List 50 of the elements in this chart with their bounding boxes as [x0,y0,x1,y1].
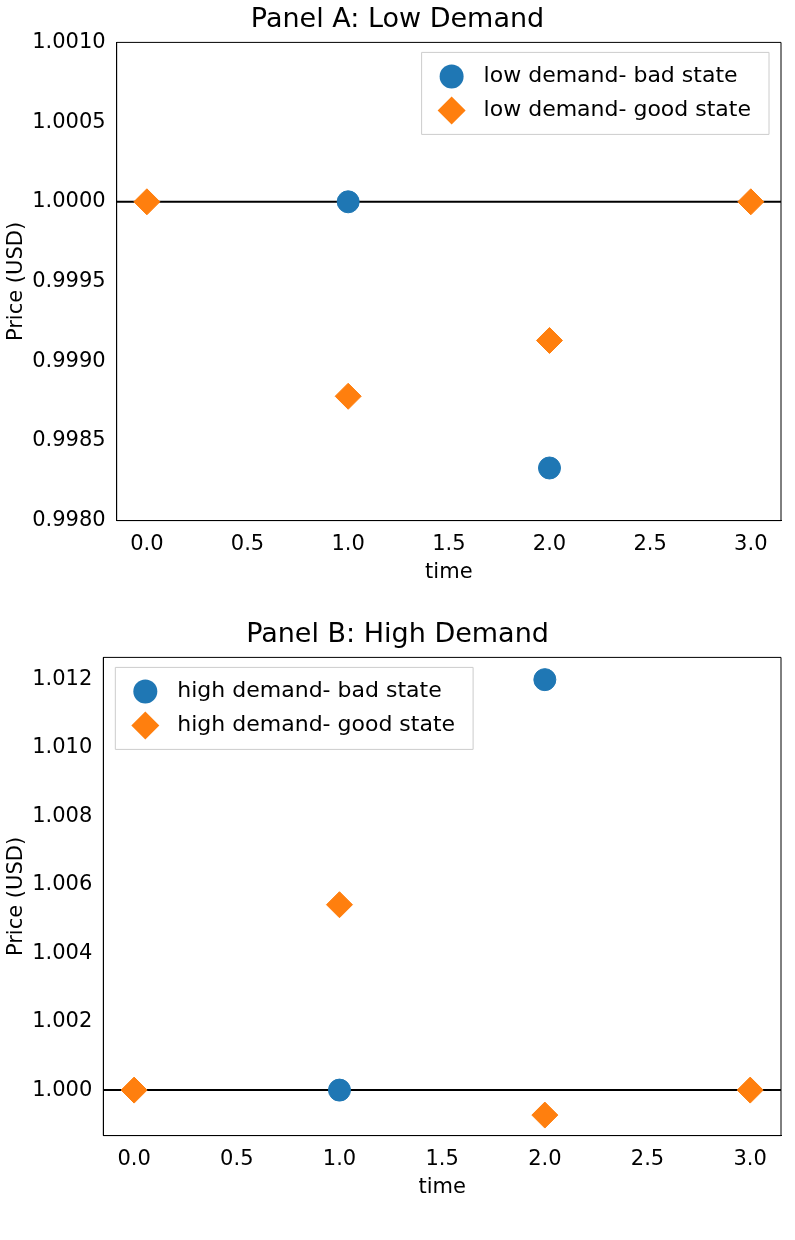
point [334,382,362,410]
point [535,326,563,354]
chart-title: Panel A: Low Demand [250,2,545,34]
point [327,1078,351,1102]
point [336,190,360,214]
x-tick-label: 1.5 [432,530,466,555]
y-tick-label: 0.9980 [32,507,106,532]
y-tick-label: 1.000 [32,1076,93,1101]
point [736,1076,764,1104]
y-tick-label: 1.004 [32,939,93,964]
x-tick-label: 0.0 [130,530,164,555]
y-axis-title: Price (USD) [3,836,28,957]
x-tick-label: 2.5 [633,530,667,555]
y-tick-label: 1.0000 [32,188,106,213]
y-tick-label: 0.9990 [32,347,106,372]
y-axis-title: Price (USD) [3,221,28,342]
y-tick-label: 1.012 [32,666,93,691]
legend-label: low demand- bad state [483,62,738,88]
point [325,891,353,919]
y-tick-label: 1.0010 [32,28,106,53]
x-tick-label: 0.0 [117,1145,151,1170]
x-tick-label: 2.0 [528,1145,562,1170]
y-tick-label: 0.9985 [32,427,106,452]
legend-label: high demand- good state [177,711,456,737]
point [120,1076,148,1104]
y-tick-label: 0.9995 [32,267,106,292]
y-tick-label: 1.008 [32,802,93,827]
x-tick-label: 3.0 [734,530,768,555]
point [531,1101,559,1129]
point [133,188,161,216]
x-tick-label: 2.0 [532,530,567,555]
x-tick-label: 2.5 [630,1145,665,1170]
x-tick-label: 3.0 [733,1145,767,1170]
x-tick-label: 0.5 [230,530,265,555]
legend-label: low demand- good state [483,96,752,122]
x-tick-label: 0.5 [220,1145,254,1170]
point [533,668,557,692]
x-tick-label: 1.0 [322,1145,357,1170]
y-tick-label: 1.0005 [32,108,106,133]
x-axis-title: time [418,1173,466,1198]
chart-title: Panel B: High Demand [246,617,549,649]
y-tick-label: 1.006 [32,871,93,896]
point [737,188,765,216]
y-tick-label: 1.002 [32,1008,93,1033]
x-tick-label: 1.5 [425,1145,459,1170]
y-tick-label: 1.010 [32,734,93,759]
legend-label: high demand- bad state [177,677,442,703]
x-axis-title: time [425,558,473,583]
point [537,456,561,480]
x-tick-label: 1.0 [331,530,365,555]
